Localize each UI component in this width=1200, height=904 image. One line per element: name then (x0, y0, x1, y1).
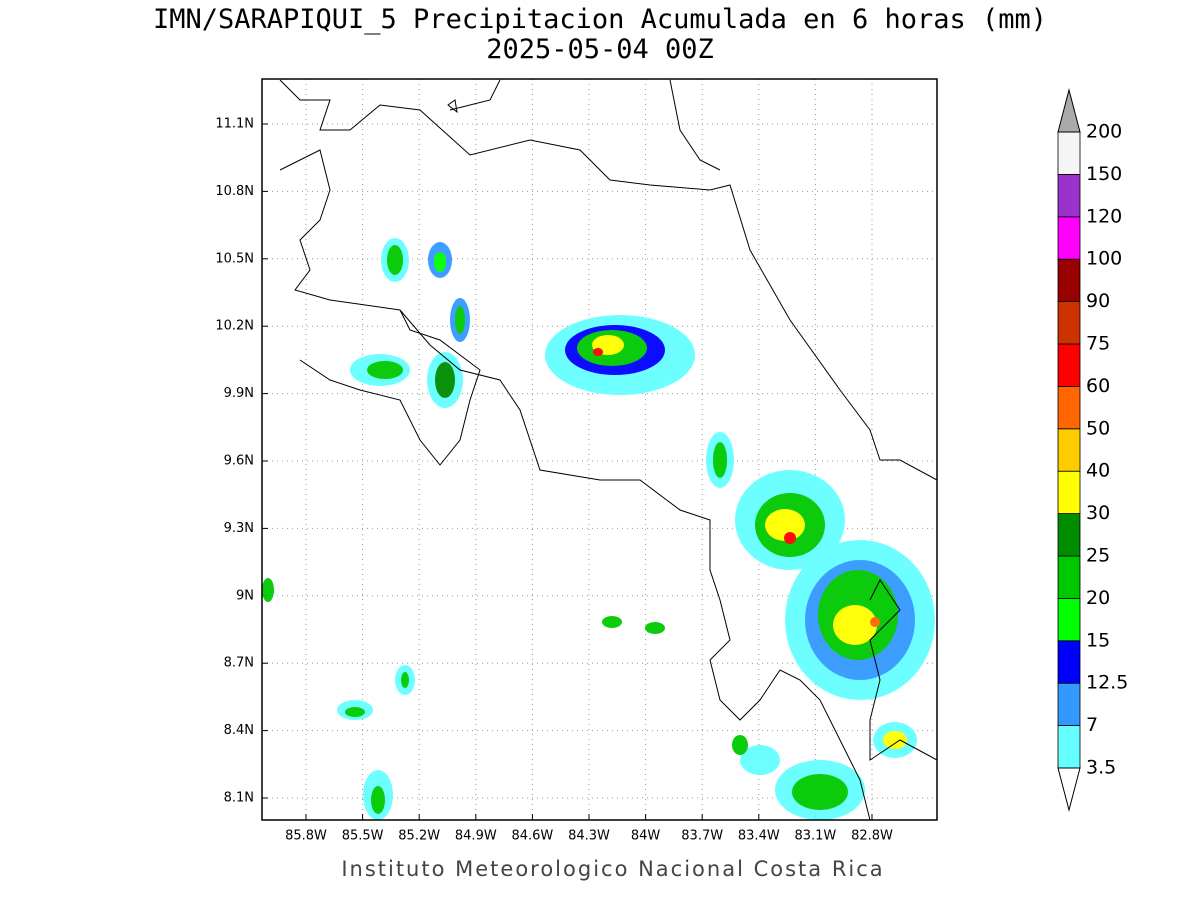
lat-tick-label: 9.6N (224, 454, 254, 469)
colorbar-box (1057, 640, 1081, 684)
lat-tick-label: 10.8N (215, 184, 254, 199)
map-frame (261, 78, 938, 821)
colorbar-over (1057, 88, 1081, 133)
precipitation (262, 238, 935, 820)
colorbar-label: 15 (1086, 629, 1110, 651)
colorbar-label: 25 (1086, 545, 1110, 567)
colorbar-label: 60 (1086, 375, 1110, 397)
coastline (279, 79, 938, 821)
lat-tick-label: 9.3N (224, 521, 254, 536)
colorbar-box (1057, 682, 1081, 727)
lon-tick-label: 85.5W (342, 829, 384, 844)
grid: 11.1N 10.8N 10.5N 10.2N 9.9N 9.6N 9.3N 9N 8.7N 8.… (215, 79, 937, 844)
lon-tick-label: 82.8W (851, 829, 893, 844)
colorbar-under (1057, 767, 1081, 812)
lat-tick-label: 10.2N (215, 319, 254, 334)
title: IMN/SARAPIQUI_5 Precipitacion Acumulada … (153, 4, 1047, 35)
lat-tick-label: 11.1N (215, 117, 254, 132)
lat-tick-label: 9N (236, 588, 254, 603)
colorbar-label: 75 (1086, 333, 1110, 355)
colorbar-label: 90 (1086, 290, 1110, 312)
colorbar: 3.5 7 12.5 15 20 25 30 40 50 60 75 90 100 120 150 200 (1057, 88, 1128, 812)
colorbar-box (1057, 173, 1081, 218)
lon-tick-label: 85.2W (398, 829, 440, 844)
lon-tick-label: 83.1W (794, 829, 836, 844)
colorbar-label: 40 (1086, 460, 1110, 482)
lon-tick-label: 83.4W (738, 829, 780, 844)
lat-tick-label: 9.9N (224, 386, 254, 401)
lat-tick-label: 8.1N (224, 791, 254, 806)
colorbar-box (1057, 428, 1081, 472)
colorbar-box (1057, 385, 1081, 430)
colorbar-label: 50 (1086, 417, 1110, 439)
lon-tick-label: 84.6W (511, 829, 553, 844)
colorbar-label: 120 (1086, 205, 1122, 227)
lat-tick-label: 8.4N (224, 723, 254, 738)
colorbar-label: 150 (1086, 163, 1122, 185)
colorbar-box (1057, 301, 1081, 345)
subtitle: 2025-05-04 00Z (486, 34, 714, 65)
colorbar-label: 3.5 (1086, 757, 1116, 779)
lon-tick-label: 83.7W (681, 829, 723, 844)
colorbar-label: 200 (1086, 121, 1122, 143)
colorbar-label: 30 (1086, 502, 1110, 524)
colorbar-label: 100 (1086, 248, 1122, 270)
colorbar-label: 7 (1086, 714, 1098, 736)
colorbar-label: 20 (1086, 587, 1110, 609)
lon-tick-label: 84W (631, 829, 661, 844)
colorbar-box (1057, 725, 1081, 769)
footer: Instituto Meteorologico Nacional Costa R… (341, 857, 884, 881)
colorbar-box (1057, 343, 1081, 387)
colorbar-box (1057, 598, 1081, 642)
lat-tick-label: 8.7N (224, 656, 254, 671)
lon-tick-label: 84.3W (568, 829, 610, 844)
lat-tick-label: 10.5N (215, 251, 254, 266)
colorbar-box (1057, 258, 1081, 303)
colorbar-label: 12.5 (1086, 672, 1128, 694)
colorbar-box (1057, 216, 1081, 260)
colorbar-box (1057, 470, 1081, 515)
colorbar-box (1057, 555, 1081, 599)
lon-tick-label: 85.8W (285, 829, 327, 844)
lon-tick-label: 84.9W (455, 829, 497, 844)
colorbar-box (1057, 513, 1081, 557)
colorbar-box (1057, 131, 1081, 175)
